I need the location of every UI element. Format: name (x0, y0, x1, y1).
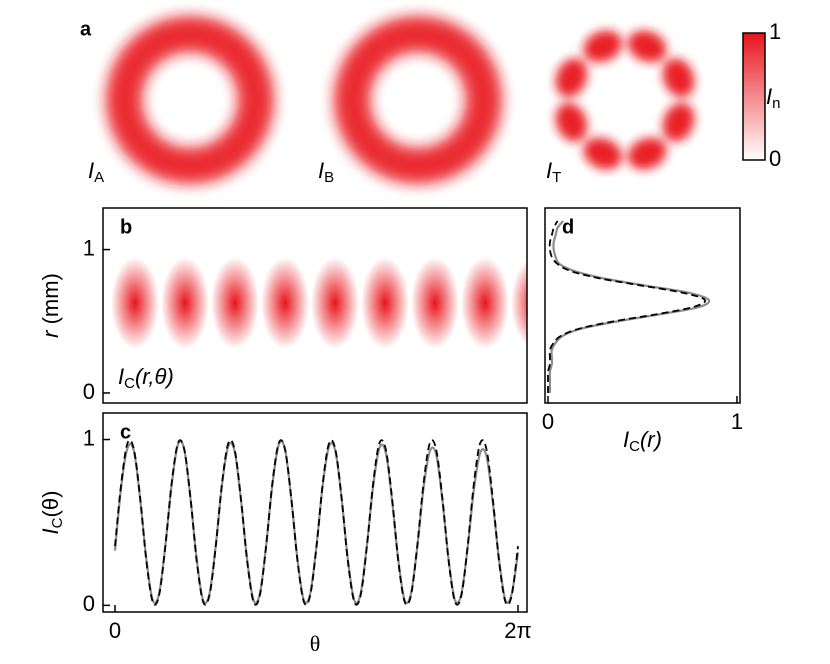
x-tick-label: 2π (504, 618, 531, 643)
heatmap-lobe (461, 257, 509, 349)
image-label: IA (88, 158, 104, 186)
lobe (662, 58, 695, 98)
heatmap-lobe (261, 257, 309, 349)
plot-frame (102, 207, 528, 404)
label-main: I (623, 427, 629, 452)
image-t (555, 30, 695, 170)
line-series (114, 439, 519, 606)
x-tick-label: 0 (542, 409, 554, 434)
label-main: I (88, 158, 94, 183)
y-axis-label: r (mm) (38, 273, 63, 338)
line-series (548, 220, 711, 393)
colorbar-label: In (766, 84, 780, 112)
label-rest: (θ) (38, 491, 63, 518)
plot-frame (544, 207, 741, 404)
label-rest: (r,θ) (135, 364, 174, 389)
label-sub: B (324, 169, 334, 186)
label-main: I (38, 528, 63, 534)
line-series (113, 440, 520, 605)
x-tick-label: 0 (109, 618, 121, 643)
label-main: I (766, 84, 772, 109)
label-rest: (mm) (38, 273, 63, 330)
label-sub: C (124, 375, 135, 392)
label-sub: C (49, 517, 66, 528)
plot-frame (102, 412, 528, 613)
image-a (106, 16, 274, 184)
lobe (555, 102, 588, 142)
label-main: I (318, 158, 324, 183)
x-axis-label: IC(r) (623, 427, 662, 455)
label-sub: A (94, 169, 104, 186)
label-sub: C (629, 438, 640, 455)
lobe (583, 30, 623, 63)
label-main: I (118, 364, 124, 389)
line-series (546, 220, 707, 393)
image-label: IB (318, 158, 334, 186)
image-b (334, 16, 502, 184)
heatmap-lobe (311, 257, 359, 349)
heatmap-lobe (111, 257, 159, 349)
lobe (627, 30, 667, 63)
panel-label: c (120, 421, 131, 443)
heatmap-lobe (411, 257, 459, 349)
panel-label: a (80, 18, 92, 40)
y-axis-label: IC(θ) (38, 491, 66, 535)
x-axis-label: θ (310, 631, 321, 656)
label-rest: (r) (640, 427, 662, 452)
image-label: IT (546, 158, 561, 186)
label-sub: T (552, 169, 561, 186)
colorbar (742, 32, 766, 161)
annotation: IC(r,θ) (118, 364, 174, 392)
heatmap-lobe (511, 259, 527, 347)
heatmap-lobe (161, 257, 209, 349)
lobe (627, 137, 667, 170)
panel-label: b (120, 216, 132, 238)
panel-label: d (562, 216, 574, 238)
colorbar-tick-label: 1 (769, 19, 781, 44)
label-main: I (546, 158, 552, 183)
heatmap-lobe (361, 257, 409, 349)
lobe (583, 137, 623, 170)
colorbar-tick-label: 0 (769, 146, 781, 171)
y-tick-label: 0 (83, 591, 95, 616)
heatmap (111, 257, 527, 349)
y-tick-label: 0 (83, 379, 95, 404)
x-tick-label: 1 (731, 409, 743, 434)
lobe (662, 102, 695, 142)
y-tick-label: 1 (83, 425, 95, 450)
y-tick-label: 1 (83, 235, 95, 260)
label-main: r (38, 329, 63, 338)
label-sub: n (772, 95, 780, 112)
heatmap-lobe (211, 257, 259, 349)
lobe (555, 58, 588, 98)
